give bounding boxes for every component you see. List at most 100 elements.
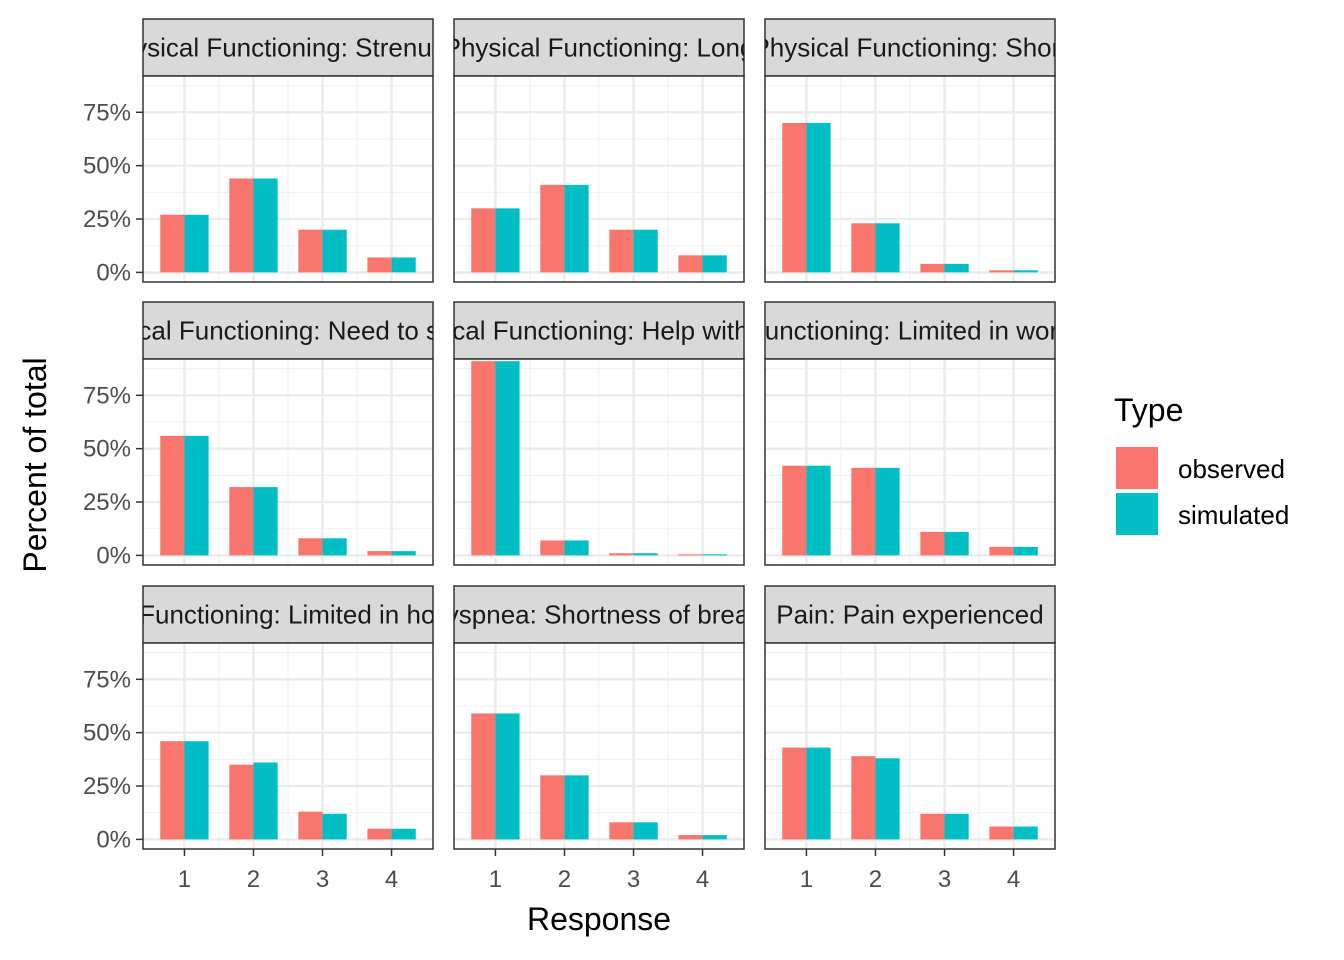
- facet-panel: Role Functioning: Limited in hobbies: [78, 585, 497, 850]
- x-tick-label: 4: [385, 866, 398, 893]
- bar-simulated: [806, 465, 831, 556]
- x-tick-label: 2: [558, 866, 571, 893]
- y-tick-label: 25%: [83, 773, 131, 800]
- legend: Type observed simulated: [1114, 392, 1289, 535]
- x-tick-label: 3: [627, 866, 640, 893]
- legend-key-simulated: [1116, 493, 1158, 535]
- bar-simulated: [322, 229, 347, 273]
- y-axis-ticks: 0% 25% 50% 75% 0% 25% 50% 75% 0% 25% 50% 75%: [83, 99, 143, 853]
- panel-border: [453, 642, 745, 850]
- bar-observed: [782, 747, 807, 840]
- panel-border: [453, 75, 745, 283]
- facet-panel: Dyspnea: Shortness of breath: [427, 585, 771, 850]
- y-tick-label: 75%: [83, 99, 131, 126]
- bar-simulated: [875, 223, 900, 273]
- panel-border: [764, 358, 1056, 566]
- legend-key-observed: [1116, 447, 1158, 489]
- bar-observed: [367, 828, 392, 840]
- bar-observed: [609, 822, 634, 840]
- strip-label: Physical Functioning: Long: [444, 33, 755, 63]
- bar-simulated: [875, 467, 900, 556]
- y-tick-label: 25%: [83, 489, 131, 516]
- bar-simulated: [633, 553, 658, 556]
- bar-simulated: [944, 263, 969, 273]
- facet-panel: Physical Functioning: Need to stay in: [142, 301, 434, 566]
- bar-observed: [160, 214, 185, 273]
- facet-panel: Physical Functioning: Short: [752, 18, 1068, 283]
- bar-simulated: [564, 775, 589, 840]
- facet-panel: Physical Functioning: Long: [444, 18, 755, 283]
- bar-simulated: [253, 762, 278, 840]
- panel-border: [764, 642, 1056, 850]
- bar-simulated: [184, 214, 209, 273]
- panel-border: [453, 358, 745, 566]
- bar-observed: [367, 551, 392, 556]
- y-tick-label: 0%: [96, 542, 131, 569]
- panels: Physical Functioning: StrenuousPhysical …: [78, 18, 1132, 850]
- bar-simulated: [875, 758, 900, 840]
- bar-observed: [678, 835, 703, 840]
- bar-simulated: [944, 531, 969, 556]
- bar-simulated: [495, 208, 520, 273]
- bar-observed: [540, 184, 565, 273]
- bar-simulated: [1013, 270, 1038, 273]
- y-tick-label: 75%: [83, 666, 131, 693]
- x-tick-label: 4: [696, 866, 709, 893]
- bar-observed: [298, 229, 323, 273]
- bar-simulated: [806, 747, 831, 840]
- bar-simulated: [391, 551, 416, 556]
- bar-simulated: [564, 184, 589, 273]
- bar-observed: [678, 554, 703, 556]
- bar-observed: [989, 826, 1014, 840]
- bar-observed: [989, 270, 1014, 273]
- bar-simulated: [253, 178, 278, 273]
- strip-background: [453, 18, 745, 77]
- bar-observed: [367, 257, 392, 273]
- strip-label: Physical Functioning: Short: [752, 33, 1068, 63]
- strip-background: [764, 585, 1056, 644]
- bar-simulated: [702, 554, 727, 556]
- y-tick-label: 25%: [83, 206, 131, 233]
- panel-border: [142, 75, 434, 283]
- strip-label: Physical Functioning: Strenuous: [102, 33, 473, 63]
- bar-observed: [851, 756, 876, 840]
- bar-simulated: [253, 487, 278, 556]
- bar-observed: [851, 467, 876, 556]
- y-tick-label: 75%: [83, 382, 131, 409]
- bar-observed: [609, 229, 634, 273]
- x-tick-label: 3: [316, 866, 329, 893]
- bar-observed: [609, 553, 634, 556]
- y-tick-label: 50%: [83, 153, 131, 180]
- bar-simulated: [322, 538, 347, 556]
- bar-simulated: [391, 828, 416, 840]
- strip-label: Physical Functioning: Help with daily: [389, 316, 810, 346]
- y-tick-label: 50%: [83, 720, 131, 747]
- bar-simulated: [806, 122, 831, 273]
- bar-simulated: [322, 813, 347, 840]
- bar-simulated: [1013, 826, 1038, 840]
- strip-label: Role Functioning: Limited in hobbies: [78, 600, 497, 630]
- bar-observed: [229, 487, 254, 556]
- bar-observed: [782, 122, 807, 273]
- strip-label: Role Functioning: Limited in work/daily: [688, 316, 1132, 346]
- bar-observed: [298, 538, 323, 556]
- bar-observed: [229, 764, 254, 840]
- x-tick-label: 1: [489, 866, 502, 893]
- strip-background: [142, 18, 434, 77]
- bar-simulated: [495, 713, 520, 840]
- strip-label: Dyspnea: Shortness of breath: [427, 600, 771, 630]
- bar-observed: [160, 741, 185, 840]
- bar-observed: [678, 255, 703, 273]
- bar-simulated: [1013, 546, 1038, 556]
- y-tick-label: 0%: [96, 259, 131, 286]
- legend-label-simulated: simulated: [1178, 500, 1289, 530]
- y-axis-label: Percent of total: [17, 357, 53, 572]
- bar-observed: [471, 208, 496, 273]
- bar-observed: [540, 775, 565, 840]
- bar-observed: [540, 540, 565, 556]
- strip-background: [142, 301, 434, 360]
- facet-panel: Role Functioning: Limited in work/daily: [688, 301, 1132, 566]
- panel-border: [764, 75, 1056, 283]
- bar-observed: [920, 813, 945, 840]
